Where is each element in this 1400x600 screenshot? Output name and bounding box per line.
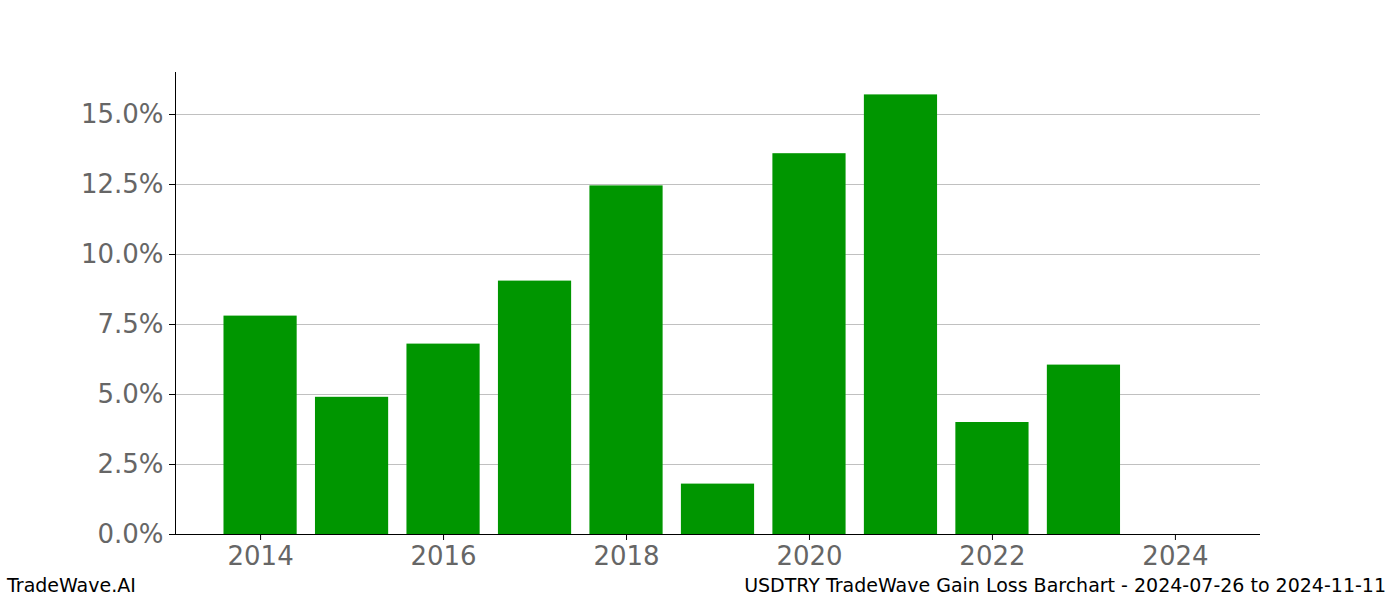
svg-text:10.0%: 10.0% [81, 239, 164, 269]
svg-text:2024: 2024 [1142, 541, 1208, 571]
svg-text:5.0%: 5.0% [97, 379, 163, 409]
svg-text:2.5%: 2.5% [97, 449, 163, 479]
html-text:TradeWave.AI: TradeWave.AI [7, 574, 136, 596]
svg-text:2016: 2016 [410, 541, 476, 571]
svg-text:2022: 2022 [959, 541, 1025, 571]
svg-text:12.5%: 12.5% [81, 169, 164, 199]
svg-text:15.0%: 15.0% [81, 99, 164, 129]
svg-text:2014: 2014 [227, 541, 293, 571]
svg-text:0.0%: 0.0% [97, 519, 163, 549]
html-text:USDTRY TradeWave Gain Loss Bar: USDTRY TradeWave Gain Loss Barchart - 20… [744, 574, 1386, 596]
svg-text:7.5%: 7.5% [97, 309, 163, 339]
svg-text:2018: 2018 [593, 541, 659, 571]
svg-text:2020: 2020 [776, 541, 842, 571]
